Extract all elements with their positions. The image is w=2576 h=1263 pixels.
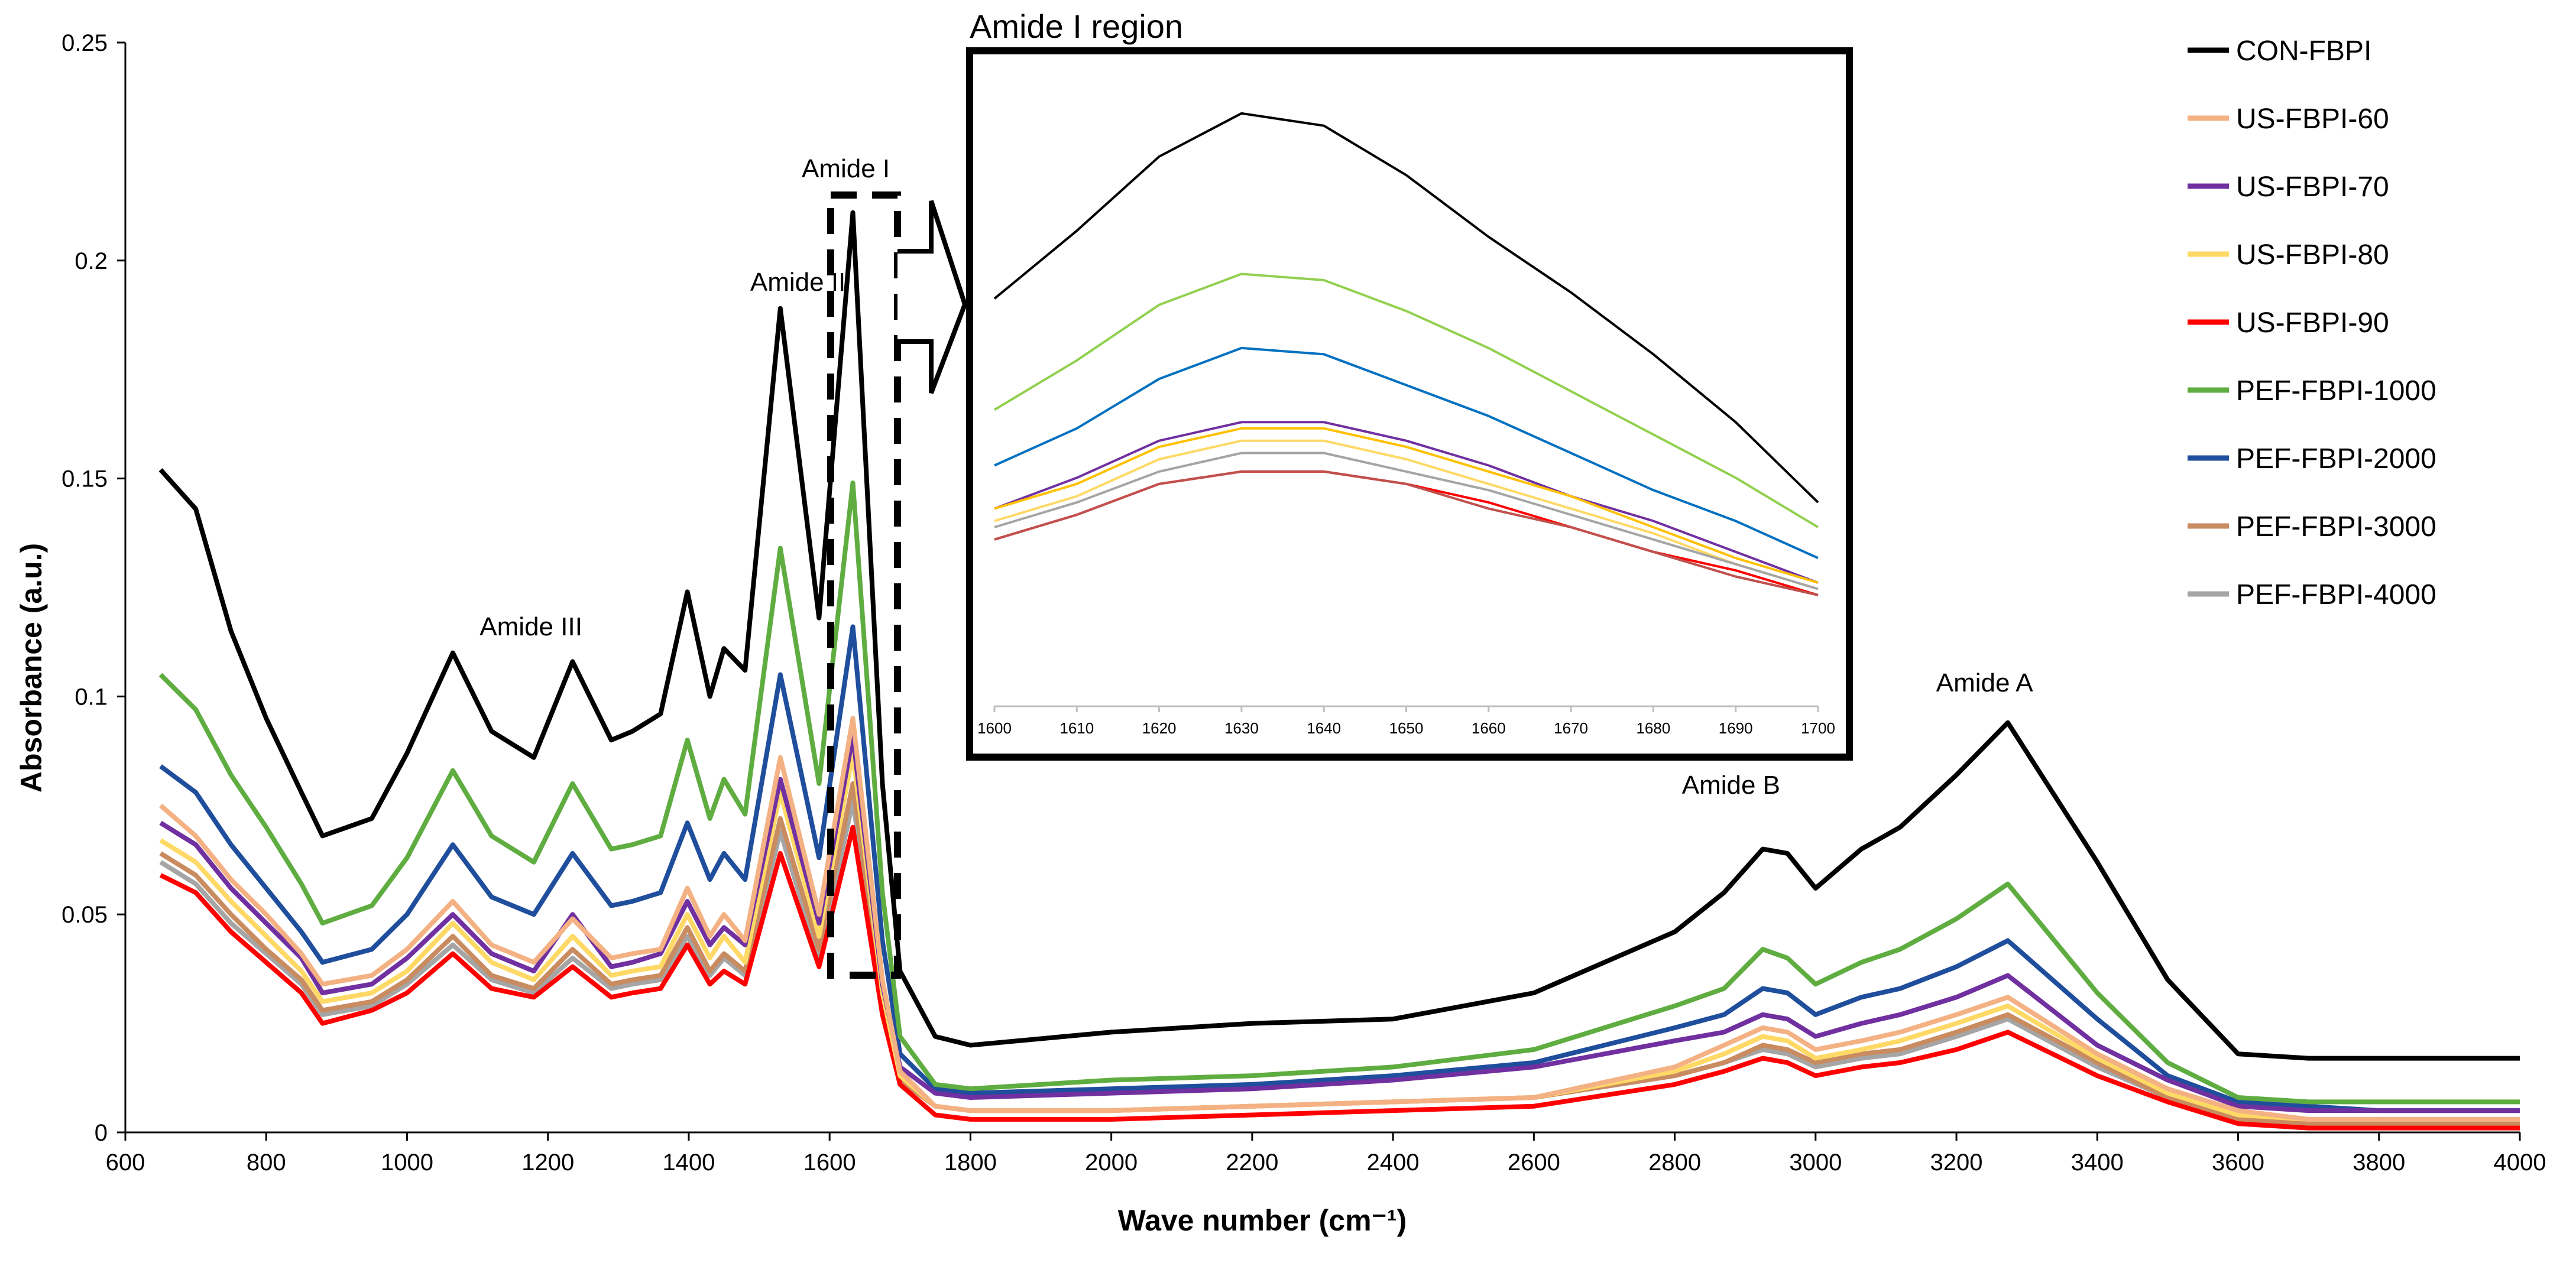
- x-tick-label: 1400: [662, 1150, 715, 1176]
- x-tick-label: 1200: [521, 1150, 574, 1176]
- annotation-amide-iii: Amide III: [479, 612, 582, 641]
- x-tick-label: 2400: [1367, 1150, 1420, 1176]
- series-line-pef-fbpi-2000: [159, 624, 2520, 1113]
- series-line-us-fbpi-80: [159, 751, 2520, 1122]
- inset-series-line-us-fbpi-80-b-: [994, 439, 1819, 590]
- inset-series-line-pef-fbpi-3000: [994, 470, 1819, 596]
- legend-label: CON-FBPI: [2236, 35, 2371, 67]
- inset-series-line-con-fbpi: [993, 112, 1819, 504]
- inset-x-tick-label: 1680: [1636, 719, 1670, 737]
- inset-x-tick-label: 1600: [977, 719, 1012, 737]
- inset-series-line-pef-fbpi-2000: [994, 346, 1819, 560]
- y-tick-label: 0.05: [61, 902, 108, 928]
- inset-x-tick-label: 1610: [1059, 719, 1094, 737]
- legend-label: US-FBPI-60: [2236, 103, 2389, 135]
- x-tick-label: 3400: [2071, 1150, 2124, 1176]
- x-tick-label: 600: [106, 1150, 145, 1176]
- inset-series-line-pef-fbpi-1000: [993, 272, 1819, 528]
- inset-x-tick-label: 1700: [1801, 719, 1835, 737]
- inset-series-line-us-fbpi-70: [994, 421, 1819, 584]
- y-tick-label: 0.1: [74, 684, 108, 710]
- y-tick-labels: 0 0.05 0.1 0.15 0.2 0.25: [61, 30, 125, 1146]
- legend-label: US-FBPI-80: [2236, 239, 2389, 271]
- y-axis-title: Absorbance (a.u.): [15, 543, 48, 793]
- y-tick-label: 0: [95, 1120, 108, 1146]
- inset-x-tick-label: 1630: [1224, 719, 1259, 737]
- legend-label: PEF-FBPI-4000: [2236, 579, 2436, 611]
- inset-x-tick-labels: 1600 1610 1620 1630 1640 1650 1660 1670 1680 1690…: [977, 706, 1835, 737]
- inset-x-tick-label: 1660: [1472, 719, 1506, 737]
- inset-x-tick-label: 1690: [1719, 719, 1753, 737]
- inset-series-line-us-fbpi-80-a-: [994, 427, 1819, 584]
- x-tick-label: 3600: [2212, 1150, 2264, 1176]
- x-tick-label: 1600: [803, 1150, 856, 1176]
- inset-x-tick-label: 1620: [1142, 719, 1177, 737]
- inset-series-line-pef-fbpi-4000: [994, 452, 1819, 590]
- inset-x-tick-label: 1650: [1389, 719, 1424, 737]
- series-line-us-fbpi-70: [159, 733, 2520, 1113]
- x-tick-label: 800: [247, 1150, 286, 1176]
- legend-label: US-FBPI-90: [2236, 307, 2389, 339]
- y-tick-label: 0.2: [74, 248, 108, 274]
- x-tick-label: 2000: [1085, 1150, 1138, 1176]
- inset-x-tick-label: 1640: [1307, 719, 1341, 737]
- y-tick-label: 0.25: [61, 30, 108, 56]
- inset-title: Amide I region: [970, 8, 1183, 45]
- amide-i-highlight-box: [827, 191, 901, 979]
- x-tick-label: 1000: [381, 1150, 433, 1176]
- series-line-pef-fbpi-1000: [158, 480, 2520, 1105]
- series-lines: [158, 210, 2520, 1131]
- inset-series-lines: [993, 112, 1819, 596]
- x-tick-label: 3200: [1930, 1150, 1983, 1176]
- y-tick-label: 0.15: [61, 466, 108, 492]
- x-tick-label: 2800: [1648, 1150, 1701, 1176]
- main-plot-area: [124, 43, 2520, 1134]
- inset-frame: [966, 47, 1853, 761]
- x-tick-label: 3000: [1789, 1150, 1842, 1176]
- x-tick-labels: 600 800 1000 1200 1400 1600 1800 2000 2200 2400 26…: [106, 1132, 2546, 1176]
- x-tick-label: 4000: [2494, 1150, 2546, 1176]
- series-line-con-fbpi: [158, 210, 2520, 1061]
- annotation-amide-i: Amide I: [802, 154, 890, 183]
- legend: CON-FBPI US-FBPI-60 US-FBPI-70 US-FBPI-80 US…: [2188, 35, 2436, 611]
- series-line-us-fbpi-90: [159, 824, 2520, 1131]
- zoom-arrow: [897, 200, 968, 394]
- x-axis-title: Wave number (cm⁻¹): [1118, 1204, 1407, 1237]
- annotation-amide-b: Amide B: [1682, 771, 1780, 800]
- x-tick-label: 1800: [944, 1150, 997, 1176]
- series-line-us-fbpi-60: [158, 716, 2520, 1122]
- x-tick-label: 2600: [1508, 1150, 1560, 1176]
- inset-x-tick-label: 1670: [1554, 719, 1588, 737]
- annotation-amide-a: Amide A: [1936, 668, 2034, 697]
- x-tick-label: 2200: [1226, 1150, 1278, 1176]
- legend-label: PEF-FBPI-3000: [2236, 511, 2436, 543]
- x-tick-label: 3800: [2353, 1150, 2405, 1176]
- legend-label: PEF-FBPI-1000: [2236, 375, 2436, 407]
- legend-label: PEF-FBPI-2000: [2236, 443, 2436, 475]
- legend-label: US-FBPI-70: [2236, 171, 2389, 203]
